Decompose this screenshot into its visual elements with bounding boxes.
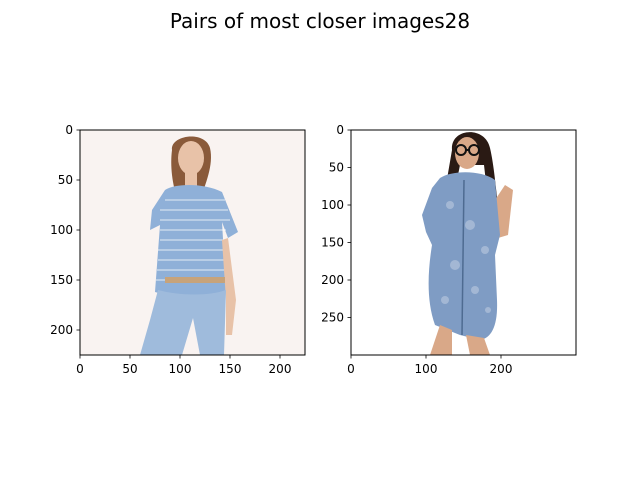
left-x-tick-label: 0	[76, 362, 84, 376]
left-jeans	[140, 290, 226, 355]
right-y-tick-label: 150	[321, 236, 344, 250]
left-axes-frame	[79, 129, 306, 356]
right-x-tick-label: 0	[347, 362, 355, 376]
left-panel: 0 50 100 150 200 0 50 100 150 200	[50, 123, 306, 376]
left-face	[178, 141, 204, 175]
right-y-tick-label: 200	[321, 273, 344, 287]
left-y-tick-label: 150	[50, 273, 73, 287]
right-y-tick-label: 250	[321, 311, 344, 325]
right-face	[455, 137, 479, 169]
left-neck	[185, 170, 197, 186]
right-x-tick-label: 100	[415, 362, 438, 376]
right-dress-texture	[441, 201, 491, 313]
right-y-tick-label: 50	[329, 161, 344, 175]
left-y-tick-label: 100	[50, 223, 73, 237]
right-legs	[430, 325, 490, 355]
left-arm	[222, 238, 236, 335]
left-y-tick-label: 0	[65, 123, 73, 137]
right-panel: 0 100 200 0 50 100 150 200 250	[321, 123, 577, 376]
left-belt	[165, 277, 225, 283]
left-x-ticks: 0 50 100 150 200	[76, 355, 291, 376]
right-y-tick-label: 100	[321, 198, 344, 212]
right-dress-placket	[461, 179, 465, 336]
right-dress	[422, 172, 500, 340]
left-x-tick-label: 150	[219, 362, 242, 376]
left-shirt-stripes	[156, 199, 230, 281]
right-x-tick-label: 200	[490, 362, 513, 376]
right-y-tick-label: 0	[336, 123, 344, 137]
left-x-tick-label: 50	[122, 362, 137, 376]
left-image	[80, 130, 305, 355]
right-image	[351, 130, 576, 355]
left-y-tick-label: 200	[50, 323, 73, 337]
left-x-tick-label: 100	[169, 362, 192, 376]
left-y-tick-label: 50	[58, 173, 73, 187]
figure-title: Pairs of most closer images28	[170, 9, 470, 33]
right-raised-arm	[495, 185, 513, 238]
right-y-ticks: 0 50 100 150 200 250	[321, 123, 351, 325]
left-x-tick-label: 200	[269, 362, 292, 376]
right-glasses	[455, 144, 480, 156]
right-x-ticks: 0 100 200	[347, 355, 512, 376]
left-y-ticks: 0 50 100 150 200	[50, 123, 80, 337]
